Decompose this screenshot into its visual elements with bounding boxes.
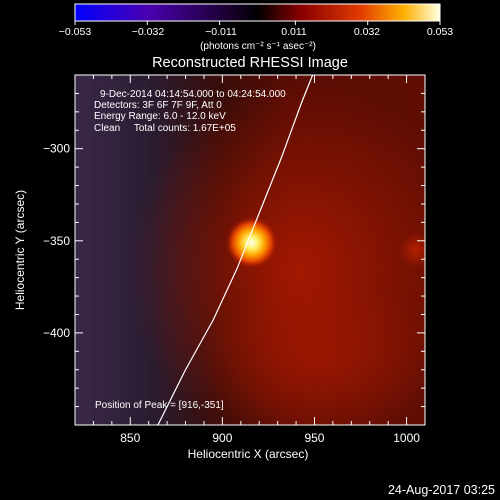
solar-limb xyxy=(157,75,314,425)
annotation-energy: Energy Range: 6.0 - 12.0 keV xyxy=(94,111,226,122)
footer-timestamp: 24-Aug-2017 03:25 xyxy=(388,483,495,497)
plot-frame xyxy=(74,74,426,426)
x-axis-label: Heliocentric X (arcsec) xyxy=(188,447,309,461)
colorbar-tick-label: −0.032 xyxy=(132,26,165,38)
y-tick-label: −400 xyxy=(43,326,70,340)
y-axis-ticks xyxy=(75,74,425,426)
colorbar-gradient xyxy=(74,3,441,22)
peak-source xyxy=(225,216,278,269)
y-axis-label: Heliocentric Y (arcsec) xyxy=(13,190,27,310)
x-tick-label: 950 xyxy=(304,431,324,445)
diffuse-glow-lower xyxy=(200,280,425,425)
x-axis-ticks xyxy=(92,75,426,425)
x-tick-label: 900 xyxy=(212,431,232,445)
x-axis-tick-labels: 850 900 950 1000 xyxy=(120,431,420,445)
secondary-source xyxy=(399,232,425,268)
x-tick-label: 1000 xyxy=(393,431,420,445)
annotation-peak-position: Position of Peak = [916,-351] xyxy=(95,400,224,411)
annotation-clean: Clean Total counts: 1.67E+05 xyxy=(94,123,236,134)
y-tick-label: −300 xyxy=(43,142,70,156)
colorbar-tick-label: −0.053 xyxy=(59,26,92,38)
colorbar-tick-label: 0.032 xyxy=(354,26,380,38)
y-axis-tick-labels: −300 −350 −400 xyxy=(43,142,70,340)
colorbar-tick-label: 0.011 xyxy=(281,26,307,38)
annotation-time: 9-Dec-2014 04:14:54.000 to 04:24:54.000 xyxy=(100,89,286,100)
y-tick-label: −350 xyxy=(43,234,70,248)
colorbar-tick-label: −0.011 xyxy=(205,26,237,38)
chart-title: Reconstructed RHESSI Image xyxy=(152,55,348,71)
colorbar-ticks xyxy=(74,21,441,25)
colorbar-tick-label: 0.053 xyxy=(427,26,453,38)
colorbar-tick-labels: −0.053 −0.032 −0.011 0.011 0.032 0.053 xyxy=(59,26,454,38)
annotation-detectors: Detectors: 3F 6F 7F 9F, Att 0 xyxy=(94,100,222,111)
colorbar-unit-label: (photons cm⁻² s⁻¹ asec⁻²) xyxy=(200,41,316,52)
plot-image xyxy=(75,75,425,425)
x-tick-label: 850 xyxy=(120,431,140,445)
